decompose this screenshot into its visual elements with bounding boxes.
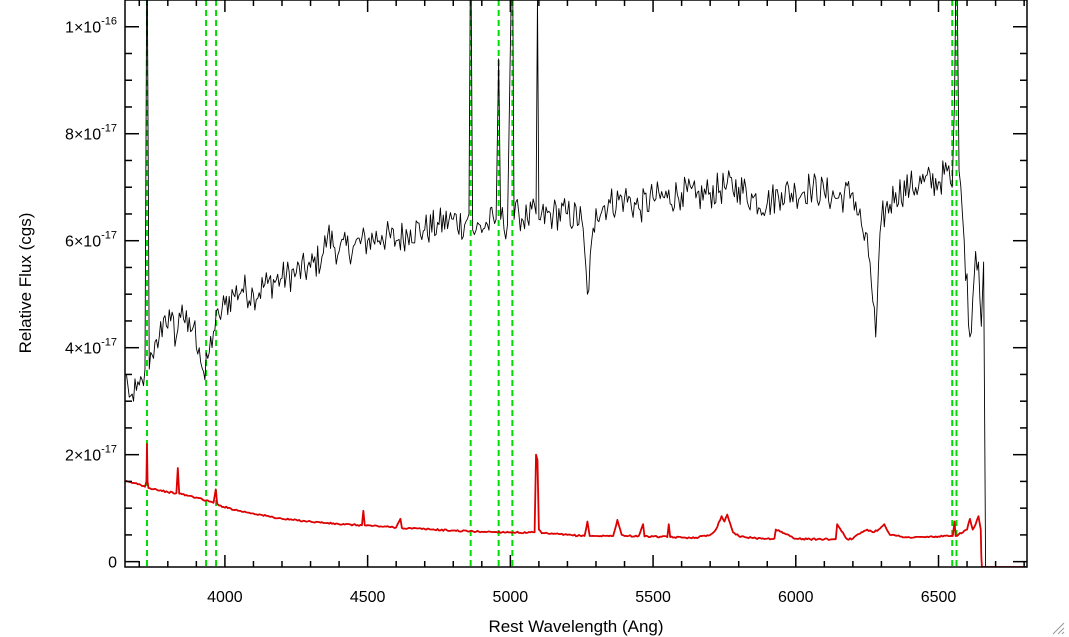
y-axis-title: Relative Flux (cgs) [16,213,35,354]
x-tick-label: 5500 [635,589,671,606]
axis-ticks [125,0,1027,567]
spectrum-series-1 [125,443,1027,567]
x-tick-label: 6500 [921,589,957,606]
emission-line-markers [145,0,958,567]
y-tick-label: 1×10-16 [65,16,117,37]
y-tick-label: 4×10-17 [65,337,117,358]
spectrum-series [125,0,1027,567]
y-tick-label: 0 [108,555,117,572]
y-tick-labels: 0 2×10-17 4×10-17 6×10-17 8×10-17 1×10-16 [65,16,117,572]
x-tick-label: 4500 [350,589,386,606]
y-tick-label: 8×10-17 [65,123,117,144]
y-tick-label: 2×10-17 [65,444,117,465]
x-tick-label: 5000 [493,589,529,606]
spectrum-series-0 [125,0,1027,567]
x-tick-labels: 4000 4500 5000 5500 6000 6500 [207,589,956,606]
plot-frame [124,0,1028,568]
x-tick-label: 4000 [207,589,243,606]
y-tick-label: 6×10-17 [65,230,117,251]
resize-grip-icon[interactable] [1051,621,1065,635]
x-tick-label: 6000 [778,589,814,606]
x-axis-title: Rest Wavelength (Ang) [488,617,663,636]
